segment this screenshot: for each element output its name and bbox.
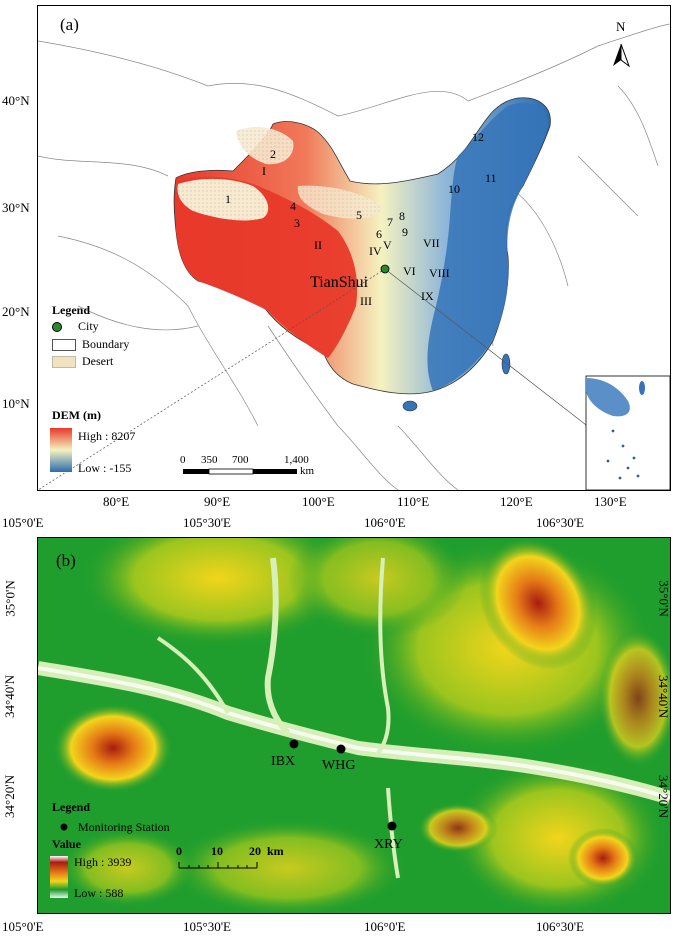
station-xry-marker[interactable] bbox=[387, 821, 397, 831]
region-12: 12 bbox=[472, 130, 484, 144]
scale-a-1400: 1,400 bbox=[284, 454, 309, 466]
lat-b-right-35: 35°0'N bbox=[656, 580, 672, 617]
value-high: High : 3939 bbox=[74, 855, 132, 869]
lon-b-top-2: 106°0'E bbox=[364, 515, 406, 530]
dem-high: High : 8207 bbox=[78, 429, 136, 443]
city-icon bbox=[52, 322, 62, 333]
lon-a-130: 130°E bbox=[594, 494, 627, 509]
station-ibx-label: IBX bbox=[271, 754, 296, 769]
value-legend-title: Value bbox=[52, 837, 81, 851]
value-low: Low : 588 bbox=[74, 886, 124, 900]
region-3: 3 bbox=[294, 216, 300, 230]
tianshui-city-marker[interactable] bbox=[380, 264, 390, 274]
north-arrow-icon bbox=[613, 43, 631, 68]
dem-legend-ramp bbox=[50, 428, 72, 472]
region-roman-ii: II bbox=[314, 238, 322, 252]
panel-b-dem bbox=[38, 538, 670, 913]
lon-a-110: 110°E bbox=[397, 494, 430, 509]
region-5: 5 bbox=[356, 208, 362, 222]
region-roman-viii: VIII bbox=[429, 266, 450, 280]
scale-b-20: 20 bbox=[249, 844, 261, 858]
region-roman-vi: VI bbox=[403, 264, 416, 278]
lon-b-bot-1: 105°30'E bbox=[183, 919, 231, 934]
region-1: 1 bbox=[225, 192, 231, 206]
lat-a-40: 40°N bbox=[2, 93, 30, 108]
region-roman-vii: VII bbox=[423, 236, 440, 250]
legend-desert: Desert bbox=[52, 354, 113, 369]
lat-b-left-35: 35°0'N bbox=[2, 580, 18, 617]
region-roman-v: V bbox=[383, 238, 392, 252]
station-xry-label: XRY bbox=[374, 837, 403, 852]
panel-b-label: (b) bbox=[56, 551, 76, 570]
region-roman-ix: IX bbox=[421, 289, 434, 303]
desert-icon bbox=[52, 356, 76, 369]
lon-a-100: 100°E bbox=[302, 494, 335, 509]
legend-boundary: Boundary bbox=[52, 337, 129, 352]
region-roman-iii: III bbox=[360, 294, 372, 308]
station-whg-label: WHG bbox=[322, 758, 356, 773]
region-4: 4 bbox=[290, 199, 296, 213]
scale-a-700: 700 bbox=[232, 454, 249, 466]
region-9: 9 bbox=[402, 225, 408, 239]
region-8: 8 bbox=[399, 209, 405, 223]
north-label: N bbox=[616, 19, 626, 34]
region-7: 7 bbox=[387, 215, 393, 229]
region-roman-i: I bbox=[262, 164, 266, 178]
lat-b-right-3440: 34°40'N bbox=[655, 675, 671, 718]
lon-b-bot-0: 105°0'E bbox=[2, 919, 44, 934]
panel-b: (b) IBX WHG XRY Legend Monitoring Statio… bbox=[37, 537, 671, 914]
scale-bar-b bbox=[178, 862, 258, 869]
scale-b-10: 10 bbox=[211, 844, 223, 858]
legend-station: Monitoring Station bbox=[78, 820, 170, 834]
lat-a-10: 10°N bbox=[2, 396, 30, 411]
lat-a-30: 30°N bbox=[2, 200, 30, 215]
region-10: 10 bbox=[448, 182, 460, 196]
china-dem bbox=[38, 97, 670, 490]
lon-a-80: 80°E bbox=[103, 494, 130, 509]
dem-legend-title: DEM (m) bbox=[52, 408, 101, 422]
region-11: 11 bbox=[485, 171, 497, 185]
lon-a-120: 120°E bbox=[500, 494, 533, 509]
lat-b-left-3420: 34°20'N bbox=[1, 775, 17, 818]
legend-station-icon bbox=[60, 823, 68, 831]
lon-b-top-0: 105°0'E bbox=[2, 515, 44, 530]
scs-inset bbox=[585, 375, 670, 490]
lon-b-top-1: 105°30'E bbox=[183, 515, 231, 530]
scale-a-350: 350 bbox=[201, 454, 218, 466]
panel-a-map bbox=[38, 23, 670, 490]
station-ibx-marker[interactable] bbox=[289, 739, 299, 749]
panel-a-label: (a) bbox=[60, 15, 79, 34]
lon-b-bot-2: 106°0'E bbox=[364, 919, 406, 934]
lon-b-top-3: 106°30'E bbox=[536, 515, 584, 530]
scale-bar-a bbox=[183, 468, 297, 475]
boundary-icon bbox=[52, 339, 76, 352]
legend-title-a: Legend bbox=[52, 303, 91, 317]
city-label-tianshui: TianShui bbox=[310, 274, 369, 291]
scale-b-unit: km bbox=[267, 844, 284, 858]
panel-a: (a) N 1 2 3 4 5 6 7 8 9 10 11 12 I II II… bbox=[37, 5, 671, 491]
lat-a-20: 20°N bbox=[2, 304, 30, 319]
dem-low: Low : -155 bbox=[78, 461, 132, 475]
region-6: 6 bbox=[376, 227, 382, 241]
lat-b-left-3440: 34°40'N bbox=[1, 675, 17, 718]
lon-a-90: 90°E bbox=[204, 494, 231, 509]
scale-b-0: 0 bbox=[176, 844, 182, 858]
scale-a-unit: km bbox=[300, 465, 315, 477]
lat-b-right-3420: 34°20'N bbox=[655, 775, 671, 818]
lon-b-bot-3: 106°30'E bbox=[536, 919, 584, 934]
legend-title-b: Legend bbox=[52, 800, 91, 814]
region-2: 2 bbox=[270, 147, 276, 161]
scale-a-0: 0 bbox=[180, 454, 186, 466]
station-whg-marker[interactable] bbox=[336, 744, 346, 754]
value-legend-ramp bbox=[50, 856, 68, 898]
legend-city: City bbox=[52, 319, 99, 334]
region-roman-iv: IV bbox=[369, 244, 382, 258]
